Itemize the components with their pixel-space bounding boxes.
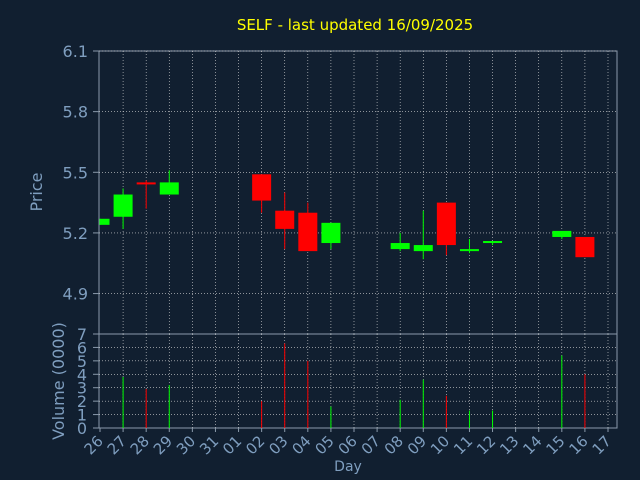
candle-body: [390, 243, 410, 250]
candle-08: [390, 232, 410, 252]
candle-27: [113, 188, 133, 229]
candle-body: [298, 212, 318, 252]
candle-11: [459, 238, 479, 254]
candle-body: [552, 230, 572, 237]
candle-body: [113, 194, 133, 217]
candle-body: [275, 210, 295, 229]
candle-body: [436, 202, 456, 246]
candle-body: [136, 182, 156, 185]
price-ytick-label: 5.8: [63, 103, 88, 122]
candle-body: [413, 245, 433, 252]
candle-body: [459, 249, 479, 252]
price-y-ticks: 6.1 5.8 5.5 5.2 4.9: [63, 42, 99, 304]
price-panel: 6.1 5.8 5.5 5.2 4.9 Price: [27, 42, 618, 335]
candle-body: [575, 236, 595, 258]
candle-09: [413, 210, 433, 260]
volume-axis-label: Volume (0000): [49, 322, 68, 440]
candles: [99, 170, 595, 260]
price-ytick-label: 6.1: [63, 42, 88, 61]
candle-body: [159, 182, 179, 195]
candle-04: [298, 202, 318, 252]
volume-ytick-label: 4: [77, 365, 87, 384]
volume-ytick-label: 2: [77, 392, 87, 411]
volume-bars: [122, 343, 586, 428]
x-tick-label: 17: [589, 432, 615, 458]
candle-15: [552, 230, 572, 239]
candle-26: [99, 218, 110, 225]
volume-ytick-label: 7: [77, 325, 87, 344]
candle-16: [575, 236, 595, 258]
price-ytick-label: 4.9: [63, 285, 88, 304]
volume-ytick-label: 6: [77, 338, 87, 357]
candle-body: [100, 218, 110, 225]
candle-02: [252, 174, 272, 213]
volume-ytick-label: 1: [77, 406, 87, 425]
candle-05: [321, 222, 341, 250]
candle-body: [252, 174, 272, 201]
candle-12: [483, 241, 503, 246]
chart-title: SELF - last updated 16/09/2025: [237, 16, 473, 34]
x-axis-ticks: 2627282930310102030405060708091011121314…: [81, 428, 615, 458]
volume-ytick-label: 5: [77, 352, 87, 371]
candle-body: [483, 241, 503, 244]
x-axis-label: Day: [334, 459, 362, 475]
candle-28: [136, 180, 156, 209]
price-ytick-label: 5.2: [63, 224, 88, 243]
price-axis-label: Price: [27, 172, 46, 211]
volume-ytick-label: 3: [77, 379, 87, 398]
candle-03: [275, 192, 295, 250]
candle-body: [321, 222, 341, 244]
price-ytick-label: 5.5: [63, 163, 88, 182]
volume-plot-area: [98, 333, 618, 429]
candle-29: [159, 170, 179, 195]
volume-grid: [99, 334, 617, 428]
candle-10: [436, 202, 456, 256]
volume-ytick-label: 0: [77, 419, 87, 438]
